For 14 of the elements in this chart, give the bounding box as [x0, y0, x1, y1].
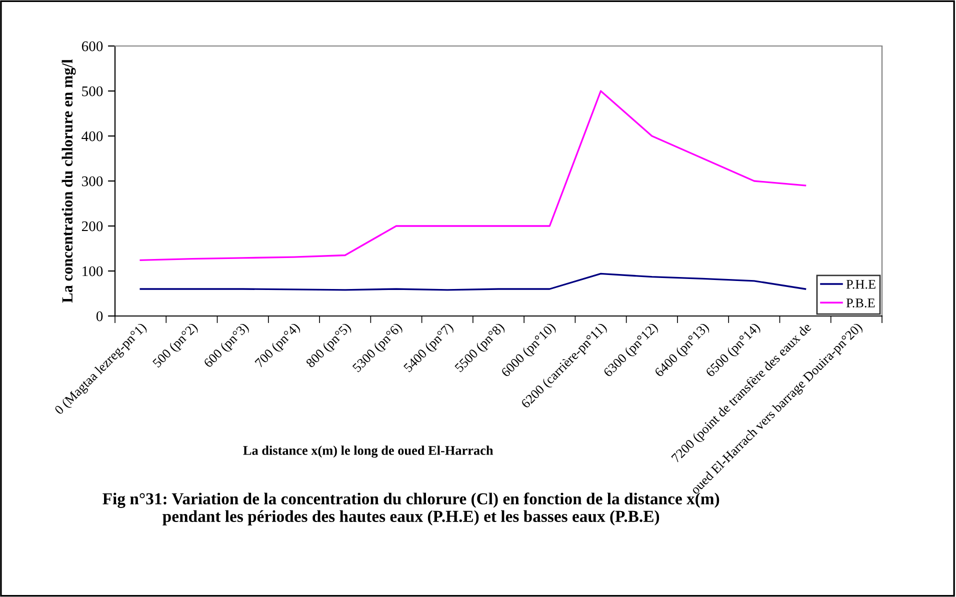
- y-tick-label: 200: [82, 221, 103, 232]
- y-tick-label: 0: [96, 311, 103, 322]
- text: Fig n°31: Variation de la concentration du chlorure (Cl) en fonction de la distance x(m) pendant les périodes des hautes eaux (P.H.E) et les basses eaux (P.B.E): [102, 492, 720, 526]
- y-tick-label: 400: [82, 131, 103, 142]
- x-axis-title: La distance x(m) le long de oued El-Harrach: [243, 446, 494, 458]
- y-axis-title: La concentration du chlorure en mg/l: [62, 59, 76, 303]
- line-series: [140, 90, 806, 262]
- legend-label: P.H.E: [846, 280, 876, 289]
- y-tick-label: 100: [82, 266, 103, 276]
- y-tick-label: 300: [82, 176, 103, 186]
- legend-label: P.B.E: [846, 298, 875, 308]
- line-series: [140, 272, 806, 291]
- y-tick-label: 600: [82, 41, 103, 52]
- y-tick-label: 500: [82, 86, 103, 96]
